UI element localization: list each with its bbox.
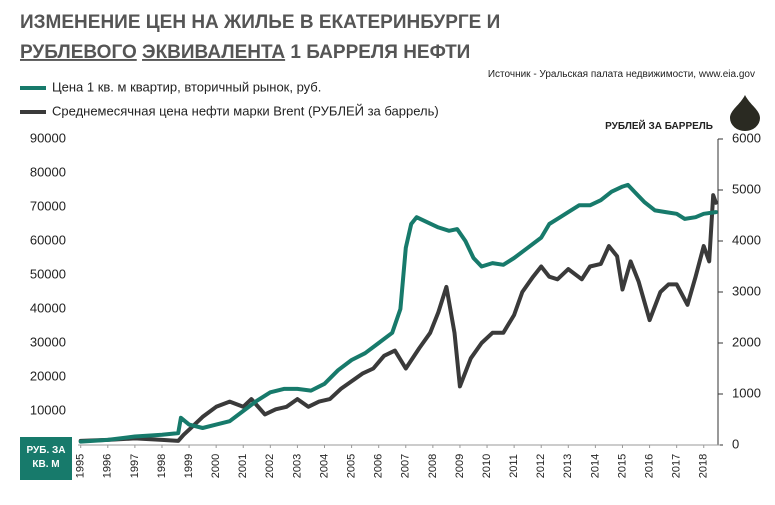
y-tick-label: 10000: [30, 402, 66, 417]
chart-title-part: РУБЛЕВОГО: [20, 42, 137, 63]
x-tick-label: 2005: [346, 454, 358, 478]
x-tick-label: 2011: [508, 454, 520, 478]
x-tick-label: 2014: [589, 454, 601, 478]
x-tick-label: 1997: [129, 454, 141, 478]
y2-axis-label: РУБЛЕЙ ЗА БАРРЕЛЬ: [605, 119, 713, 132]
y-tick-label: 90000: [30, 130, 66, 145]
y-tick-label: 20000: [30, 368, 66, 383]
y-tick-label: 60000: [30, 232, 66, 247]
x-tick-label: 2008: [427, 454, 439, 478]
y-tick-label: 70000: [30, 198, 66, 213]
y-tick-label: 30000: [30, 334, 66, 349]
chart-title-part: ЭКВИВАЛЕНТА: [142, 42, 285, 63]
x-tick-label: 2017: [671, 454, 683, 478]
x-tick-label: 1999: [183, 454, 195, 478]
x-tick-label: 2010: [481, 454, 493, 478]
y-axis-label: РУБ. ЗА: [27, 445, 66, 456]
legend-label: Цена 1 кв. м квартир, вторичный рынок, р…: [52, 79, 321, 94]
x-tick-label: 2001: [237, 454, 249, 478]
y2-tick-label: 1000: [732, 385, 761, 400]
oil-drop-icon: [730, 95, 760, 131]
x-tick-label: 2013: [562, 454, 574, 478]
chart-title: РУБЛЕВОГО ЭКВИВАЛЕНТА 1 БАРРЕЛЯ НЕФТИ: [20, 42, 470, 63]
y2-tick-label: 0: [732, 436, 739, 451]
y2-tick-label: 2000: [732, 334, 761, 349]
y-axis-label: КВ. М: [32, 459, 59, 470]
x-tick-label: 2009: [454, 454, 466, 478]
y2-tick-label: 6000: [732, 130, 761, 145]
series-line: [78, 193, 718, 443]
x-tick-label: 2006: [373, 454, 385, 478]
x-tick-label: 2004: [318, 454, 330, 478]
x-tick-label: 1998: [156, 454, 168, 478]
y2-tick-label: 5000: [732, 181, 761, 196]
y-axis-label-box: [20, 437, 72, 480]
y2-tick-label: 3000: [732, 283, 761, 298]
y-tick-label: 40000: [30, 300, 66, 315]
y-tick-label: 80000: [30, 164, 66, 179]
x-tick-label: 2015: [616, 454, 628, 478]
x-tick-label: 1996: [102, 454, 114, 478]
series-line: [78, 182, 718, 444]
x-tick-label: 2007: [400, 454, 412, 478]
x-tick-label: 2018: [698, 454, 710, 478]
x-tick-label: 2002: [264, 454, 276, 478]
source-note: Источник - Уральская палата недвижимости…: [488, 69, 755, 80]
y2-tick-label: 4000: [732, 232, 761, 247]
chart-title-part: 1 БАРРЕЛЯ НЕФТИ: [290, 42, 470, 63]
x-tick-label: 2012: [535, 454, 547, 478]
y-tick-label: 50000: [30, 266, 66, 281]
legend-label: Среднемесячная цена нефти марки Brent (Р…: [52, 103, 439, 118]
x-tick-label: 2000: [210, 454, 222, 478]
chart-title: ИЗМЕНЕНИЕ ЦЕН НА ЖИЛЬЕ В ЕКАТЕРИНБУРГЕ И: [20, 12, 500, 33]
x-tick-label: 1995: [75, 454, 87, 478]
x-tick-label: 2003: [291, 454, 303, 478]
x-tick-label: 2016: [643, 454, 655, 478]
